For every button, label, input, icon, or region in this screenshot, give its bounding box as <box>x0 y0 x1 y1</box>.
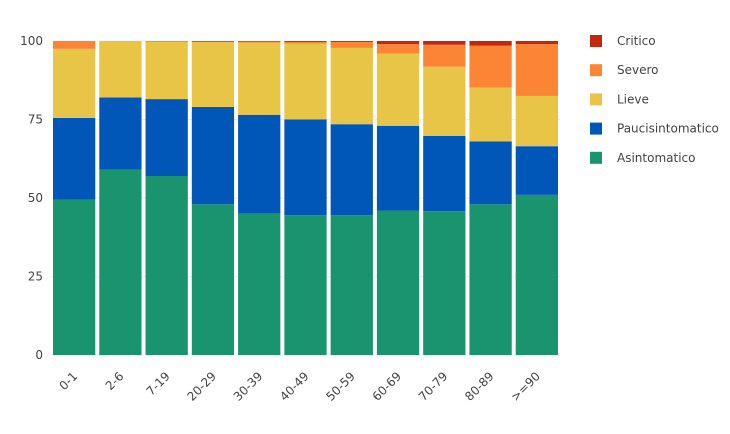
bar-segment-paucisintomatico <box>376 125 420 211</box>
y-tick-label: 25 <box>28 270 43 284</box>
bar-segment-lieve <box>330 47 373 125</box>
x-tick-label: 30-39 <box>231 369 266 404</box>
legend-swatch-paucisintomatico <box>590 122 602 135</box>
bar-segment-paucisintomatico <box>191 106 235 205</box>
x-tick-label: 0-1 <box>56 369 80 393</box>
bar-segment-lieve <box>145 41 188 100</box>
x-tick-label: 60-69 <box>370 369 405 404</box>
legend-swatch-severo <box>590 64 602 77</box>
bar-segment-critico <box>330 41 373 42</box>
bar-segment-asintomatico <box>53 199 96 355</box>
bar-segment-paucisintomatico <box>330 124 373 216</box>
x-tick-label: 20-29 <box>185 369 220 404</box>
bar-segment-severo <box>423 44 466 67</box>
bar-segment-asintomatico <box>515 194 558 355</box>
bar-segment-critico <box>515 41 558 45</box>
legend-label-asintomatico: Asintomatico <box>617 151 695 165</box>
bar-segment-asintomatico <box>99 169 142 355</box>
bar-segment-lieve <box>191 42 235 107</box>
bar-segment-paucisintomatico <box>469 141 512 205</box>
legend-label-critico: Critico <box>617 34 656 48</box>
legend-label-lieve: Lieve <box>617 92 649 106</box>
legend: Critico Severo Lieve Paucisintomatico Asinto… <box>590 34 719 165</box>
bar-segment-lieve <box>238 42 281 115</box>
bar-segment-critico <box>469 41 512 46</box>
bar-segment-lieve <box>53 48 96 118</box>
bar-segment-severo <box>469 45 512 88</box>
bar-segment-critico <box>238 41 281 42</box>
bar-segment-asintomatico <box>330 215 373 355</box>
bar-segment-asintomatico <box>238 213 281 355</box>
x-tick-label: >=90 <box>508 369 543 404</box>
bar-segment-critico <box>191 41 235 42</box>
y-tick-label: 50 <box>28 191 43 205</box>
bar-segment-critico <box>423 41 466 45</box>
bar-segment-paucisintomatico <box>515 146 558 195</box>
bar-segment-lieve <box>515 95 558 147</box>
bar-segment-severo <box>515 44 558 96</box>
bar-segment-lieve <box>469 87 512 142</box>
bar-segment-severo <box>238 41 281 43</box>
bars <box>53 41 558 355</box>
bar-segment-asintomatico <box>284 215 327 355</box>
bar-segment-severo <box>53 41 96 49</box>
x-tick-label: 80-89 <box>462 369 497 404</box>
bar-segment-lieve <box>284 43 327 120</box>
x-axis: 0-1 2-6 7-19 20-29 30-39 40-49 50-59 60-69 70-79… <box>56 369 542 404</box>
y-tick-label: 0 <box>35 348 43 362</box>
bar-segment-lieve <box>376 53 420 126</box>
legend-swatch-asintomatico <box>590 151 602 164</box>
bar-segment-asintomatico <box>423 211 466 355</box>
bar-segment-paucisintomatico <box>145 99 188 177</box>
legend-swatch-lieve <box>590 93 602 106</box>
x-tick-label: 50-59 <box>323 369 358 404</box>
y-axis: 0 25 50 75 100 <box>20 34 43 362</box>
legend-label-severo: Severo <box>617 63 659 77</box>
x-tick-label: 70-79 <box>416 369 451 404</box>
legend-label-paucisintomatico: Paucisintomatico <box>617 122 719 136</box>
bar-segment-paucisintomatico <box>99 97 142 170</box>
bar-segment-critico <box>284 41 327 42</box>
bar-segment-severo <box>376 44 420 54</box>
bar-segment-lieve <box>423 66 466 136</box>
bar-segment-severo <box>284 41 327 44</box>
bar-segment-critico <box>376 41 420 45</box>
bar-segment-lieve <box>99 41 142 98</box>
bar-segment-severo <box>191 41 235 43</box>
bar-segment-asintomatico <box>469 204 512 355</box>
legend-swatch-critico <box>590 35 602 47</box>
bar-segment-asintomatico <box>376 210 420 355</box>
y-tick-label: 100 <box>20 34 43 48</box>
bar-segment-severo <box>330 41 373 48</box>
bar-segment-paucisintomatico <box>423 135 466 212</box>
x-tick-label: 2-6 <box>103 369 127 393</box>
bar-segment-paucisintomatico <box>284 119 327 216</box>
bar-segment-paucisintomatico <box>238 114 281 214</box>
bar-segment-severo <box>145 41 188 42</box>
bar-segment-paucisintomatico <box>53 117 96 200</box>
y-tick-label: 75 <box>28 113 43 127</box>
x-tick-label: 40-49 <box>277 369 312 404</box>
x-tick-label: 7-19 <box>144 369 173 398</box>
bar-segment-asintomatico <box>191 204 235 355</box>
bar-segment-asintomatico <box>145 176 188 355</box>
